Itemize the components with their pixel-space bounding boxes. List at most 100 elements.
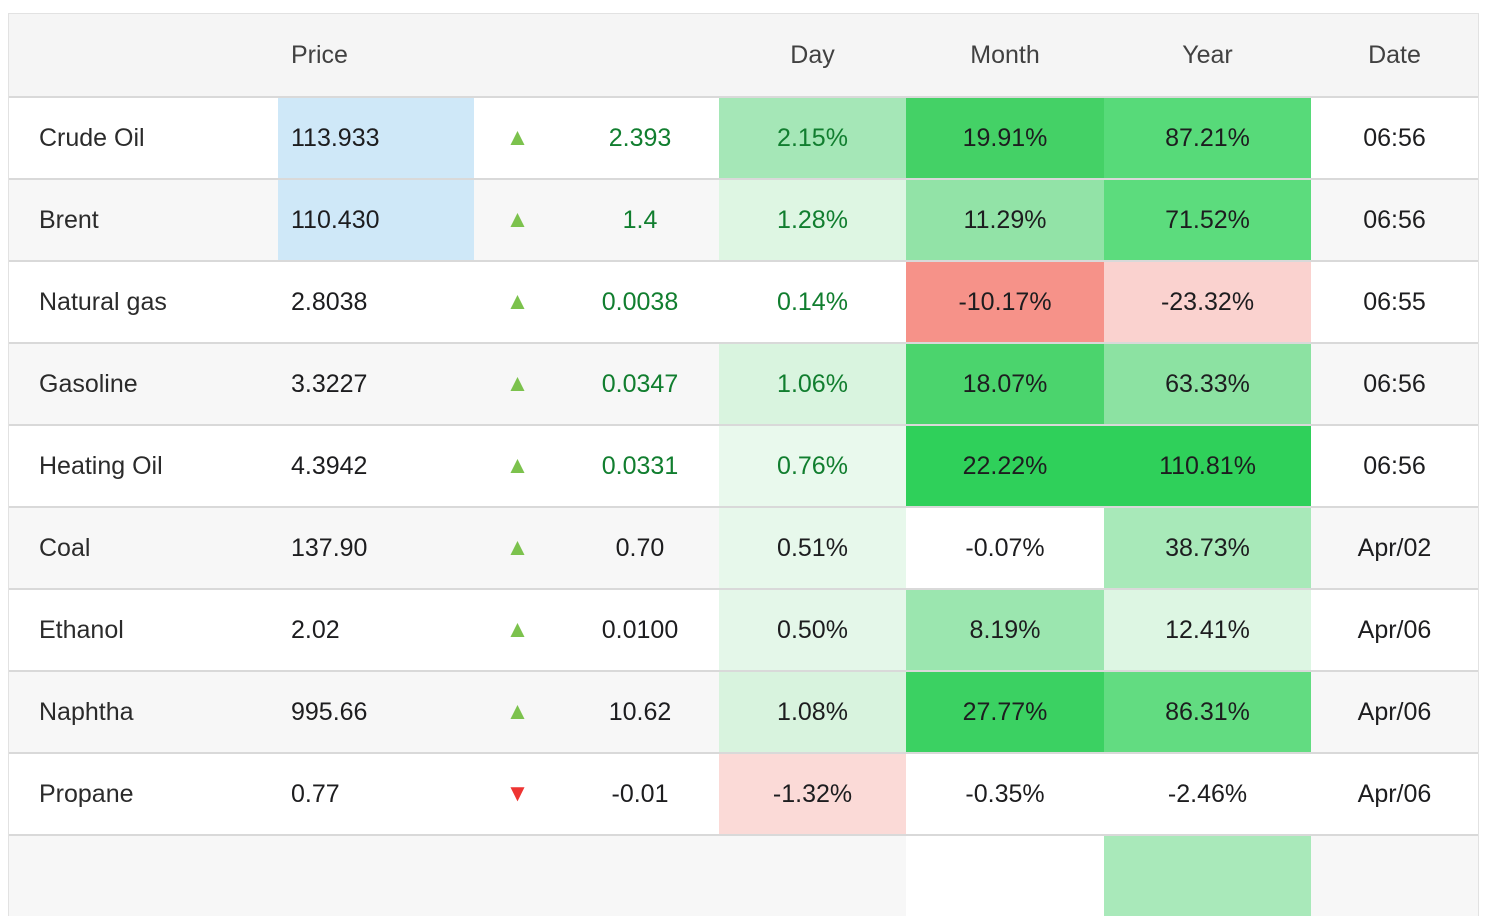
date-value: Apr/02 [1311, 508, 1478, 588]
month-percent-cell: 27.77% [906, 672, 1104, 752]
month-percent-cell: 22.22% [906, 426, 1104, 506]
year-percent-cell: 63.33% [1104, 344, 1311, 424]
month-percent-cell: 8.19% [906, 590, 1104, 670]
price-value: 4.3942 [278, 426, 474, 506]
change-value: 0.0347 [561, 344, 719, 424]
date-value [1311, 836, 1478, 916]
day-percent-cell [719, 836, 906, 916]
price-value: 995.66 [278, 672, 474, 752]
table-row-partial [9, 834, 1478, 916]
year-percent-cell: 71.52% [1104, 180, 1311, 260]
month-percent-cell: -10.17% [906, 262, 1104, 342]
year-percent-cell: -23.32% [1104, 262, 1311, 342]
down-arrow-icon: ▼ [474, 754, 561, 834]
table-row-propane: Propane0.77▼-0.01-1.32%-0.35%-2.46%Apr/0… [9, 752, 1478, 834]
table-row-ethanol: Ethanol2.02▲0.01000.50%8.19%12.41%Apr/06 [9, 588, 1478, 670]
table-header-row: Price DayMonthYearDate [9, 14, 1478, 96]
up-arrow-icon: ▲ [474, 426, 561, 506]
commodity-name-link [9, 836, 278, 916]
up-arrow-icon: ▲ [474, 508, 561, 588]
change-value: 2.393 [561, 98, 719, 178]
price-value: 113.933 [278, 98, 474, 178]
day-percent-cell: 0.51% [719, 508, 906, 588]
year-percent-cell [1104, 836, 1311, 916]
day-percent-cell: 2.15% [719, 98, 906, 178]
price-value: 137.90 [278, 508, 474, 588]
change-value: 10.62 [561, 672, 719, 752]
year-percent-cell: 12.41% [1104, 590, 1311, 670]
change-value: 1.4 [561, 180, 719, 260]
change-value: 0.70 [561, 508, 719, 588]
up-arrow-icon: ▲ [474, 672, 561, 752]
table-row-crude-oil: Crude Oil113.933▲2.3932.15%19.91%87.21%0… [9, 96, 1478, 178]
month-percent-cell: 18.07% [906, 344, 1104, 424]
price-value: 0.77 [278, 754, 474, 834]
change-value: 0.0100 [561, 590, 719, 670]
month-percent-cell: 11.29% [906, 180, 1104, 260]
commodity-name-link[interactable]: Brent [9, 180, 278, 260]
table-row-coal: Coal137.90▲0.700.51%-0.07%38.73%Apr/02 [9, 506, 1478, 588]
commodities-table: PriceDayMonthYearDateCrude Oil113.933▲2.… [8, 13, 1479, 916]
month-percent-cell [906, 836, 1104, 916]
date-value: 06:56 [1311, 98, 1478, 178]
table-row-gasoline: Gasoline3.3227▲0.03471.06%18.07%63.33%06… [9, 342, 1478, 424]
column-header-name [9, 14, 278, 96]
price-value: 110.430 [278, 180, 474, 260]
price-value: 2.8038 [278, 262, 474, 342]
date-value: Apr/06 [1311, 672, 1478, 752]
year-percent-cell: 86.31% [1104, 672, 1311, 752]
date-value: Apr/06 [1311, 754, 1478, 834]
table-row-brent: Brent110.430▲1.41.28%11.29%71.52%06:56 [9, 178, 1478, 260]
change-value: 0.0038 [561, 262, 719, 342]
date-value: Apr/06 [1311, 590, 1478, 670]
commodity-name-link[interactable]: Coal [9, 508, 278, 588]
date-value: 06:56 [1311, 344, 1478, 424]
table-row-heating-oil: Heating Oil4.3942▲0.03310.76%22.22%110.8… [9, 424, 1478, 506]
up-arrow-icon: ▲ [474, 262, 561, 342]
up-arrow-icon: ▲ [474, 180, 561, 260]
up-arrow-icon: ▲ [474, 98, 561, 178]
day-percent-cell: -1.32% [719, 754, 906, 834]
date-value: 06:56 [1311, 426, 1478, 506]
table-row-natural-gas: Natural gas2.8038▲0.00380.14%-10.17%-23.… [9, 260, 1478, 342]
price-value: 3.3227 [278, 344, 474, 424]
commodity-name-link[interactable]: Ethanol [9, 590, 278, 670]
up-arrow-icon: ▲ [474, 590, 561, 670]
price-value [278, 836, 474, 916]
change-value [561, 836, 719, 916]
month-percent-cell: 19.91% [906, 98, 1104, 178]
year-percent-cell: 110.81% [1104, 426, 1311, 506]
column-header-date[interactable]: Date [1311, 14, 1478, 96]
commodity-name-link[interactable]: Natural gas [9, 262, 278, 342]
commodity-name-link[interactable]: Heating Oil [9, 426, 278, 506]
day-percent-cell: 0.76% [719, 426, 906, 506]
column-header-month[interactable]: Month [906, 14, 1104, 96]
year-percent-cell: 38.73% [1104, 508, 1311, 588]
day-percent-cell: 0.50% [719, 590, 906, 670]
up-arrow-icon: ▲ [474, 344, 561, 424]
year-percent-cell: 87.21% [1104, 98, 1311, 178]
change-value: -0.01 [561, 754, 719, 834]
month-percent-cell: -0.07% [906, 508, 1104, 588]
column-header-price[interactable]: Price [278, 14, 474, 96]
column-header-day[interactable]: Day [719, 14, 906, 96]
month-percent-cell: -0.35% [906, 754, 1104, 834]
day-percent-cell: 1.08% [719, 672, 906, 752]
date-value: 06:56 [1311, 180, 1478, 260]
table-row-naphtha: Naphtha995.66▲10.621.08%27.77%86.31%Apr/… [9, 670, 1478, 752]
change-value: 0.0331 [561, 426, 719, 506]
arrow-placeholder [474, 836, 561, 916]
column-header-arrow [474, 14, 561, 96]
column-header-year[interactable]: Year [1104, 14, 1311, 96]
day-percent-cell: 0.14% [719, 262, 906, 342]
day-percent-cell: 1.06% [719, 344, 906, 424]
commodity-name-link[interactable]: Gasoline [9, 344, 278, 424]
commodity-name-link[interactable]: Propane [9, 754, 278, 834]
commodity-name-link[interactable]: Crude Oil [9, 98, 278, 178]
year-percent-cell: -2.46% [1104, 754, 1311, 834]
date-value: 06:55 [1311, 262, 1478, 342]
column-header-change [561, 14, 719, 96]
commodity-name-link[interactable]: Naphtha [9, 672, 278, 752]
day-percent-cell: 1.28% [719, 180, 906, 260]
price-value: 2.02 [278, 590, 474, 670]
